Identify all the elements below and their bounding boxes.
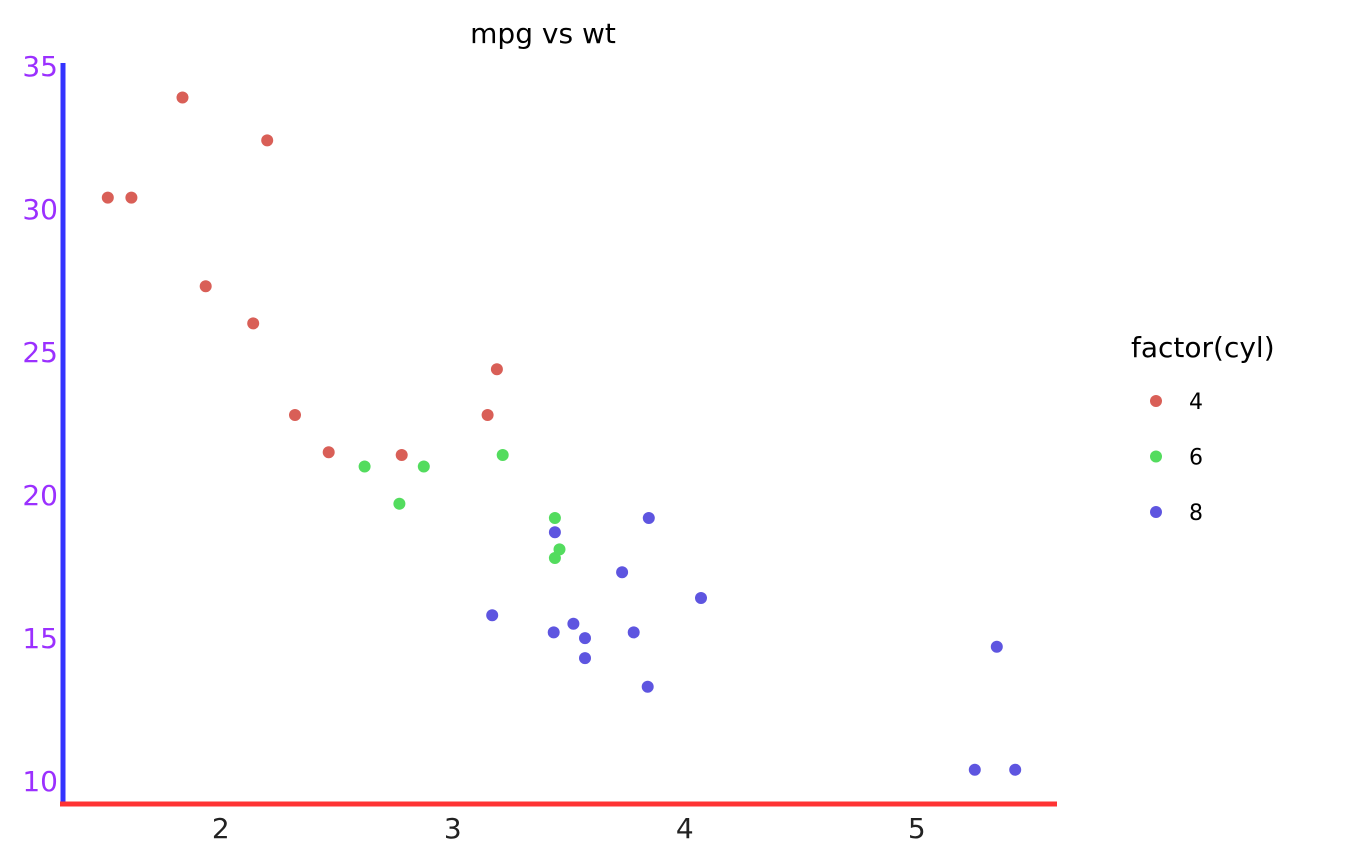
x-tick-label-2: 2 — [212, 812, 230, 845]
point-cyl-8-9 — [642, 512, 655, 524]
x-tick-label-5: 5 — [908, 812, 926, 845]
point-cyl-8-0 — [486, 609, 499, 622]
point-cyl-4-5 — [261, 134, 274, 147]
legend-label-4: 4 — [1189, 390, 1203, 415]
point-cyl-8-7 — [627, 626, 640, 639]
y-tick-label-15: 15 — [22, 622, 58, 655]
y-tick-label-20: 20 — [22, 479, 58, 512]
point-cyl-6-3 — [496, 449, 509, 461]
axes-layer: 10 15 20 25 30 35 2 3 4 5 — [22, 50, 1057, 845]
point-cyl-4-6 — [289, 409, 301, 421]
legend-key-6 — [1150, 450, 1162, 463]
point-cyl-4-10 — [490, 363, 503, 376]
point-cyl-8-3 — [567, 617, 580, 630]
y-tick-label-30: 30 — [22, 193, 58, 226]
point-cyl-8-6 — [616, 566, 629, 579]
point-cyl-6-1 — [393, 497, 406, 510]
point-cyl-8-12 — [990, 640, 1003, 653]
y-tick-label-25: 25 — [22, 336, 58, 369]
point-cyl-4-1 — [125, 191, 138, 204]
x-tick-label-3: 3 — [444, 812, 462, 845]
y-tick-label-10: 10 — [22, 765, 58, 798]
point-cyl-6-6 — [553, 543, 566, 556]
legend-title: factor(cyl) — [1131, 331, 1275, 364]
point-cyl-8-8 — [641, 680, 654, 693]
point-cyl-4-2 — [176, 91, 189, 104]
point-cyl-4-4 — [247, 317, 260, 330]
point-cyl-8-11 — [968, 763, 981, 776]
points-layer — [101, 91, 1022, 776]
legend-label-6: 6 — [1189, 446, 1203, 471]
point-cyl-6-2 — [417, 460, 430, 473]
point-cyl-8-5 — [579, 632, 591, 645]
point-cyl-4-8 — [395, 449, 408, 461]
legend: factor(cyl) 4 6 8 — [1131, 331, 1275, 526]
point-cyl-4-3 — [199, 280, 212, 293]
point-cyl-6-4 — [548, 512, 561, 524]
point-cyl-4-9 — [481, 409, 494, 421]
chart-title: mpg vs wt — [470, 17, 616, 50]
legend-key-8 — [1150, 506, 1162, 518]
point-cyl-8-4 — [579, 652, 591, 665]
x-tick-label-4: 4 — [676, 812, 694, 845]
legend-key-4 — [1150, 395, 1162, 407]
point-cyl-8-1 — [547, 626, 560, 639]
point-cyl-4-7 — [322, 446, 335, 459]
point-cyl-8-10 — [695, 592, 707, 604]
point-cyl-8-13 — [1009, 763, 1022, 776]
y-tick-label-35: 35 — [22, 50, 58, 83]
point-cyl-8-2 — [548, 526, 561, 539]
point-cyl-6-0 — [358, 460, 371, 473]
point-cyl-4-0 — [101, 191, 114, 204]
legend-label-8: 8 — [1189, 501, 1203, 526]
